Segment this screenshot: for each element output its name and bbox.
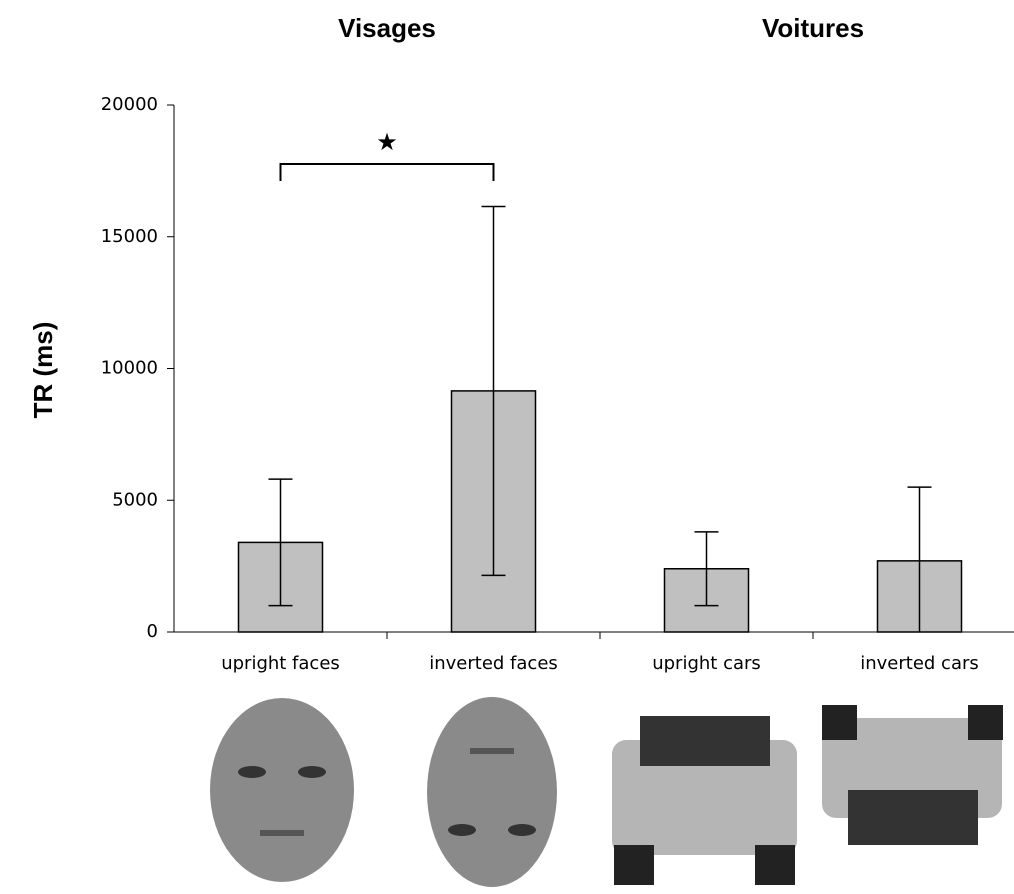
car-image bbox=[612, 740, 797, 855]
car-wheel bbox=[822, 705, 857, 740]
y-tick-label: 0 bbox=[147, 621, 158, 642]
face-eye bbox=[448, 824, 476, 836]
group-title: Voitures bbox=[762, 13, 864, 43]
error-bar bbox=[694, 531, 719, 607]
y-tick-label: 10000 bbox=[101, 358, 158, 379]
x-tick-label: upright faces bbox=[221, 653, 340, 674]
error-bar bbox=[907, 486, 932, 632]
face-mouth bbox=[470, 748, 514, 754]
face-image bbox=[210, 698, 354, 882]
significance-bracket bbox=[279, 163, 495, 181]
stimulus-images bbox=[210, 697, 1003, 887]
error-bar bbox=[481, 205, 506, 577]
car-window bbox=[640, 716, 770, 766]
y-tick-label: 15000 bbox=[101, 226, 158, 247]
x-tick-label: inverted faces bbox=[429, 653, 558, 674]
face-eye bbox=[298, 766, 326, 778]
x-tick-label: upright cars bbox=[652, 653, 761, 674]
car-wheel bbox=[755, 845, 795, 885]
car-wheel bbox=[614, 845, 654, 885]
car-wheel bbox=[968, 705, 1003, 740]
y-axis-label: TR (ms) bbox=[28, 322, 58, 419]
significance-star: ★ bbox=[376, 128, 398, 156]
y-tick-label: 5000 bbox=[112, 489, 158, 510]
face-eye bbox=[508, 824, 536, 836]
y-tick-label: 20000 bbox=[101, 94, 158, 115]
group-title: Visages bbox=[338, 13, 436, 43]
car-window bbox=[848, 790, 978, 845]
face-image bbox=[427, 697, 557, 887]
face-mouth bbox=[260, 830, 304, 836]
face-eye bbox=[238, 766, 266, 778]
error-bar bbox=[268, 478, 293, 607]
x-tick-label: inverted cars bbox=[860, 653, 979, 674]
